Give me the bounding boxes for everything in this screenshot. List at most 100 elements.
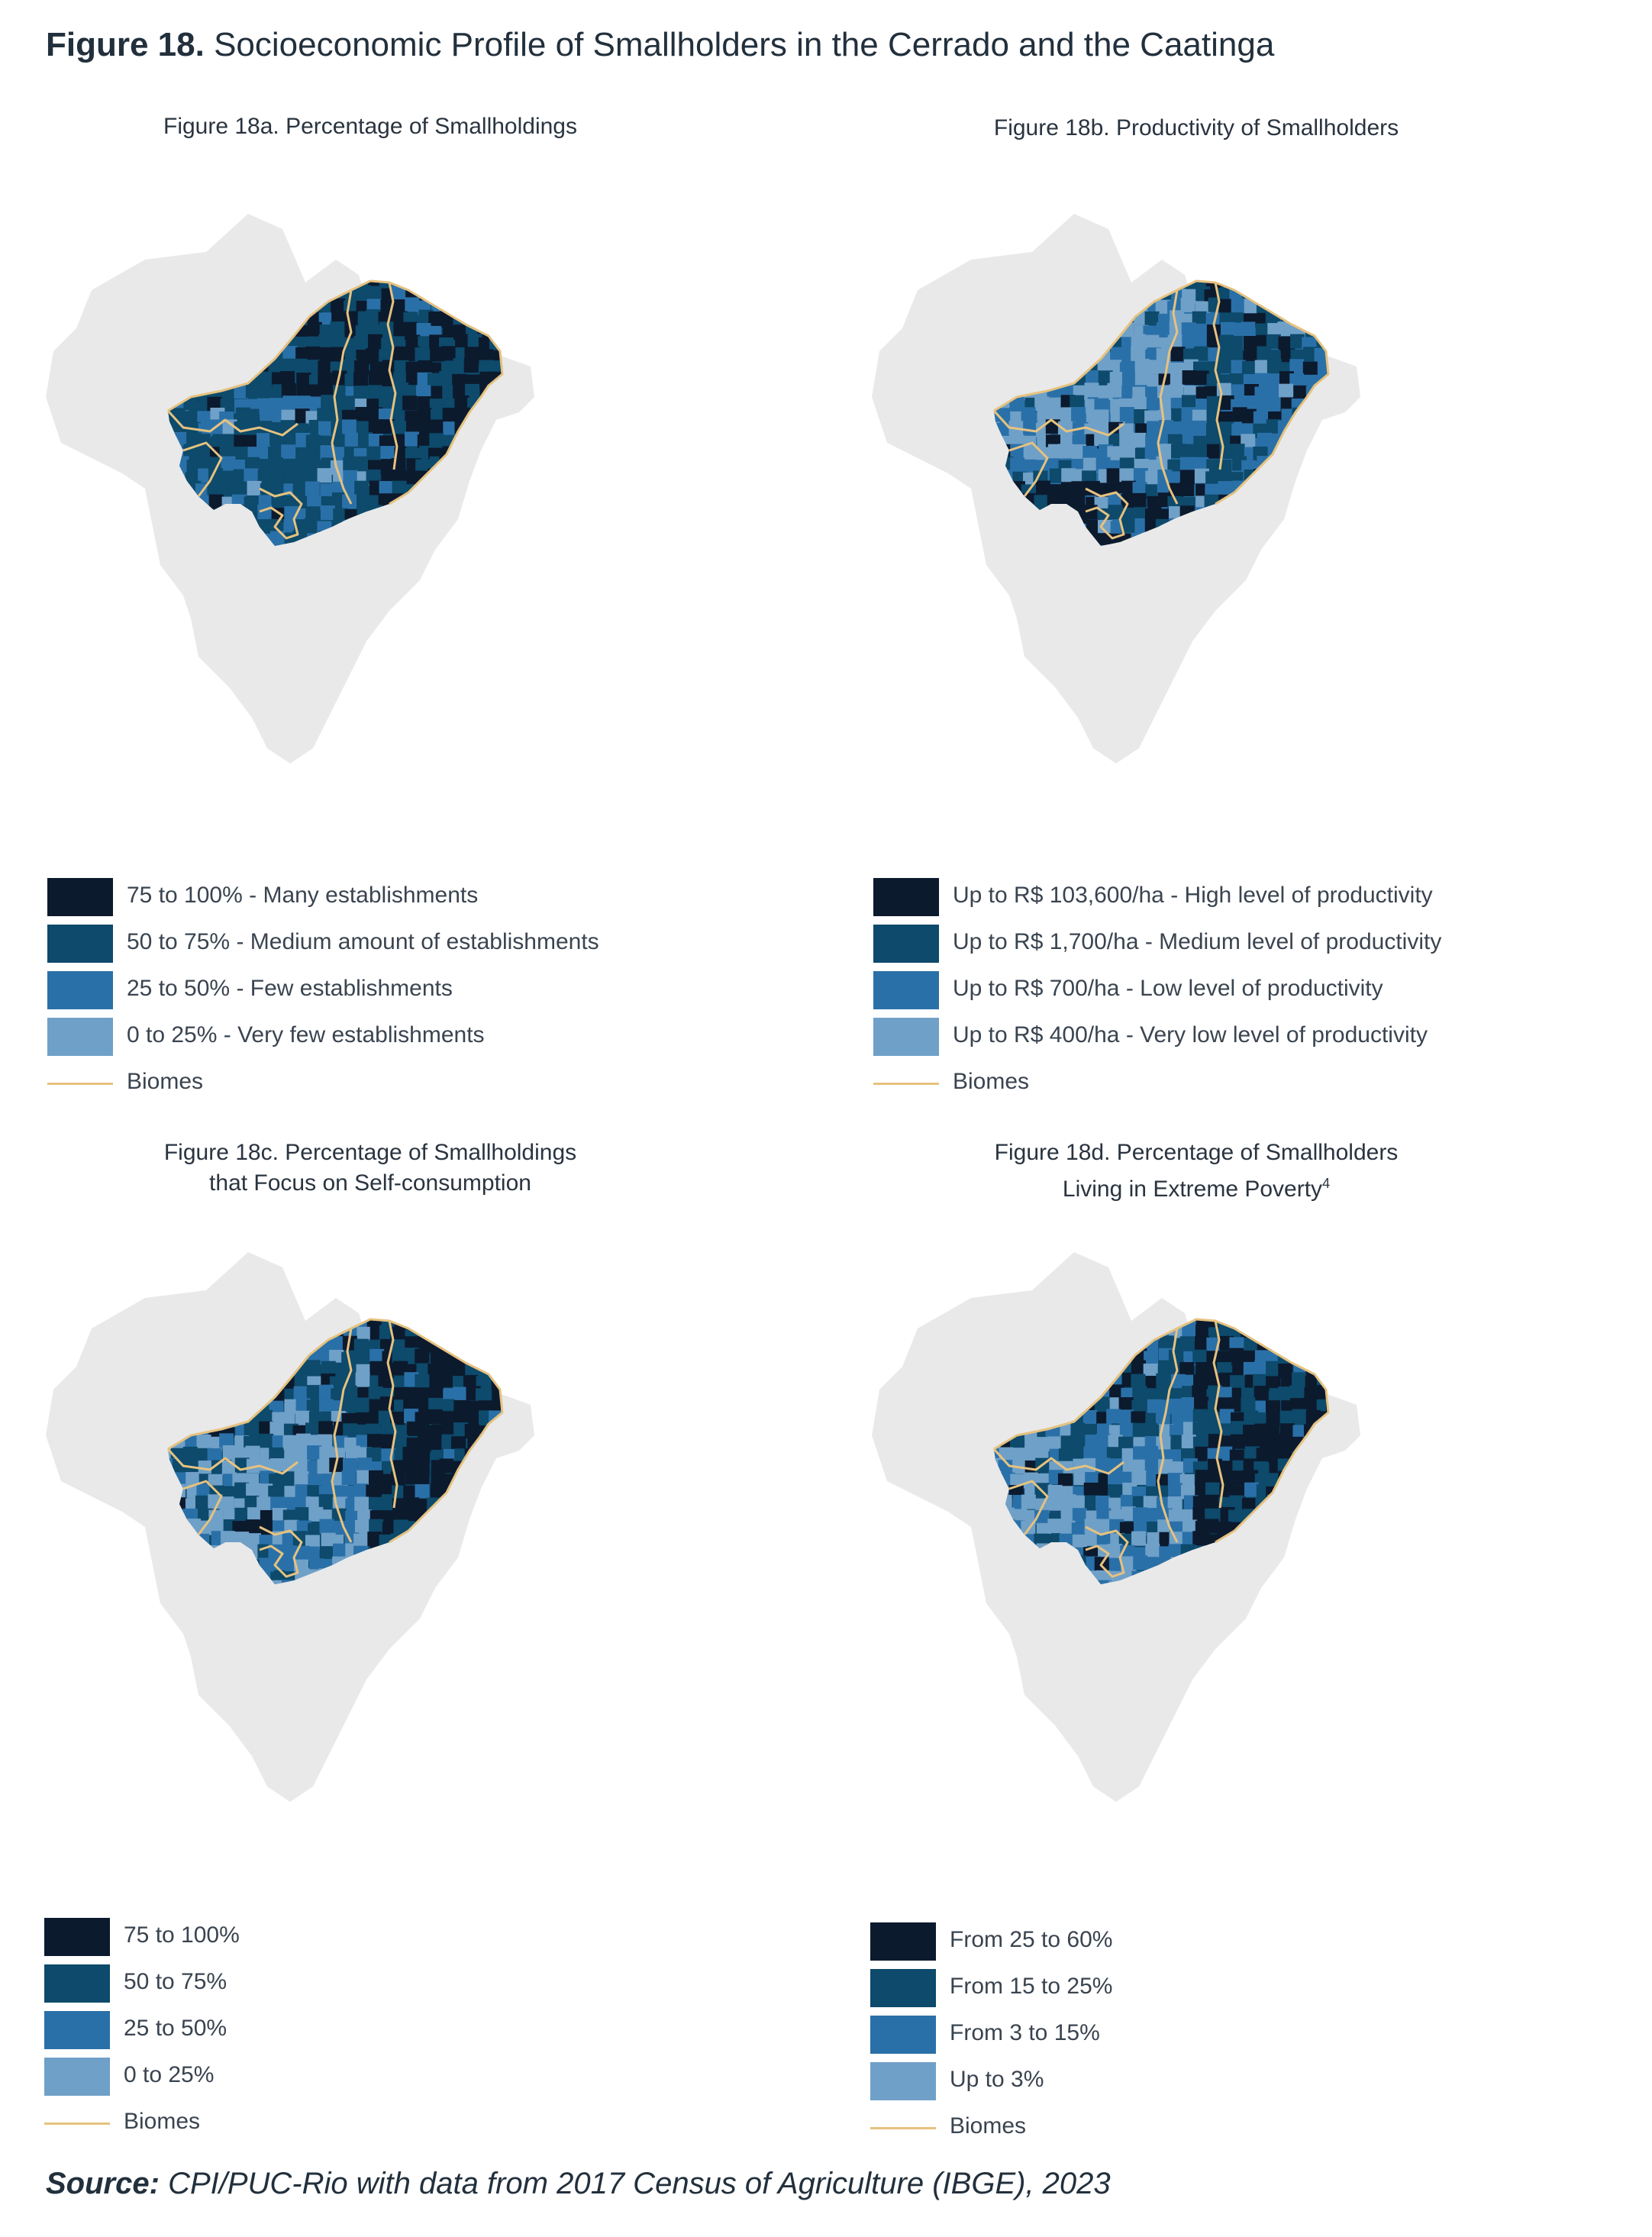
legend-label: Up to R$ 1,700/ha - Medium level of prod… (953, 929, 1442, 954)
source-text: CPI/PUC-Rio with data from 2017 Census o… (168, 2167, 1111, 2200)
legend-label: 75 to 100% (124, 1922, 240, 1948)
figure-title-text: Socioeconomic Profile of Smallholders in… (214, 26, 1275, 63)
legend-swatch (44, 2011, 110, 2049)
legend-swatch (873, 971, 939, 1009)
legend-label: Biomes (953, 1069, 1030, 1094)
legend-item: 0 to 25% (44, 2058, 731, 2096)
legend-swatch (873, 878, 939, 916)
choropleth-map (46, 1252, 534, 1802)
panel-title-line1: Figure 18d. Percentage of Smallholders (994, 1140, 1399, 1165)
panel-18d: Figure 18d. Percentage of Smallholders L… (826, 1138, 1652, 2176)
legend-item: 25 to 50% - Few establishments (47, 971, 734, 1009)
panel-title-line1: Figure 18b. Productivity of Smallholders (993, 115, 1399, 140)
legend-label: Up to R$ 103,600/ha - High level of prod… (953, 883, 1433, 908)
legend-label: 0 to 25% - Very few establishments (127, 1022, 485, 1047)
biome-boundary (992, 1448, 1124, 1475)
legend-swatch (870, 1969, 936, 2007)
legend-item-biomes: Biomes (870, 2109, 1557, 2147)
biome-boundary (1085, 487, 1129, 540)
biome-boundary (993, 1318, 1330, 1544)
legend-item: 25 to 50% (44, 2011, 731, 2049)
panel-title: Figure 18a. Percentage of Smallholdings (0, 111, 740, 142)
legend-item: From 15 to 25% (870, 1969, 1557, 2007)
biome-boundary (166, 1448, 298, 1475)
biome-boundary (182, 441, 223, 497)
panel-title-line2: Living in Extreme Poverty (1062, 1177, 1323, 1202)
legend-item-biomes: Biomes (873, 1064, 1560, 1102)
legend-item: 75 to 100% (44, 1918, 731, 1956)
biome-boundary (331, 289, 353, 505)
legend-swatch (44, 1918, 110, 1956)
figure-title: Figure 18. Socioeconomic Profile of Smal… (46, 26, 1274, 64)
biome-boundary (992, 409, 1124, 437)
biome-line-swatch (870, 2127, 936, 2129)
legend-label: Up to R$ 400/ha - Very low level of prod… (953, 1022, 1428, 1047)
legend-item: Up to R$ 400/ha - Very low level of prod… (873, 1018, 1560, 1056)
biome-boundary (259, 1525, 303, 1578)
source-note: Source: CPI/PUC-Rio with data from 2017 … (46, 2167, 1111, 2201)
biome-boundary (1008, 1480, 1049, 1535)
panel-title-line1: Figure 18a. Percentage of Smallholdings (163, 114, 577, 139)
biome-boundary (167, 279, 504, 505)
legend-label: From 3 to 15% (950, 2020, 1100, 2045)
biome-boundary (1157, 289, 1179, 505)
choropleth-map (872, 214, 1360, 763)
biome-boundary (1008, 441, 1049, 497)
biome-line-swatch (44, 2122, 110, 2125)
choropleth-map (46, 214, 534, 763)
biome-line-swatch (47, 1083, 113, 1085)
legend-label: 25 to 50% - Few establishments (127, 976, 453, 1001)
biome-boundary (182, 1480, 223, 1535)
legend-item: Up to R$ 700/ha - Low level of productiv… (873, 971, 1560, 1009)
legend-swatch (870, 2062, 936, 2100)
biome-boundary (1212, 282, 1224, 470)
legend-label: Biomes (950, 2113, 1027, 2139)
legend-label: 50 to 75% (124, 1969, 227, 1994)
legend-swatch (47, 1018, 113, 1056)
legend-item: Up to 3% (870, 2062, 1557, 2100)
panel-title: Figure 18b. Productivity of Smallholders (826, 113, 1566, 144)
biome-boundary (259, 487, 303, 540)
panel-title-line2-wrap: Living in Extreme Poverty4 (826, 1168, 1566, 1205)
legend-item: Up to R$ 103,600/ha - High level of prod… (873, 878, 1560, 916)
biome-line-swatch (873, 1083, 939, 1085)
source-label: Source: (46, 2167, 160, 2200)
legend-item: 50 to 75% (44, 1964, 731, 2003)
legend-swatch (44, 1964, 110, 2003)
legend-swatch (873, 1018, 939, 1056)
panel-title-line1: Figure 18c. Percentage of Smallholdings (163, 1140, 577, 1165)
legend-label: From 25 to 60% (950, 1927, 1113, 1952)
biome-boundary (1157, 1328, 1179, 1543)
figure-label: Figure 18. (46, 26, 205, 63)
legend-swatch (47, 878, 113, 916)
legend-item: From 3 to 15% (870, 2016, 1557, 2054)
panel-title-line2: that Focus on Self-consumption (209, 1170, 531, 1196)
legend-swatch (870, 1922, 936, 1961)
biome-boundary (331, 1328, 353, 1543)
legend-label: 75 to 100% - Many establishments (127, 883, 479, 908)
biome-boundary (993, 279, 1330, 505)
legend-label: 50 to 75% - Medium amount of establishme… (127, 929, 599, 954)
panel-title: Figure 18d. Percentage of Smallholders L… (826, 1138, 1566, 1205)
legend-label: 0 to 25% (124, 2062, 215, 2087)
legend-swatch (47, 925, 113, 963)
legend-swatch (870, 2016, 936, 2054)
legend-label: Up to 3% (950, 2067, 1044, 2092)
legend-swatch (47, 971, 113, 1009)
legend-swatch (44, 2058, 110, 2096)
legend-item: 75 to 100% - Many establishments (47, 878, 734, 916)
legend-item-biomes: Biomes (47, 1064, 734, 1102)
footnote-marker: 4 (1322, 1176, 1331, 1191)
biome-boundary (166, 409, 298, 437)
biome-boundary (386, 1320, 398, 1509)
biome-boundary (1085, 1525, 1129, 1578)
panel-18a: Figure 18a. Percentage of Smallholdings … (0, 99, 826, 1138)
legend-item: From 25 to 60% (870, 1922, 1557, 1961)
biome-boundary (167, 1318, 504, 1544)
panel-18b: Figure 18b. Productivity of Smallholders… (826, 99, 1652, 1138)
legend-item: 50 to 75% - Medium amount of establishme… (47, 925, 734, 963)
legend-swatch (873, 925, 939, 963)
legend-label: Up to R$ 700/ha - Low level of productiv… (953, 976, 1383, 1001)
legend-item: Up to R$ 1,700/ha - Medium level of prod… (873, 925, 1560, 963)
panel-title: Figure 18c. Percentage of Smallholdings … (0, 1138, 740, 1199)
